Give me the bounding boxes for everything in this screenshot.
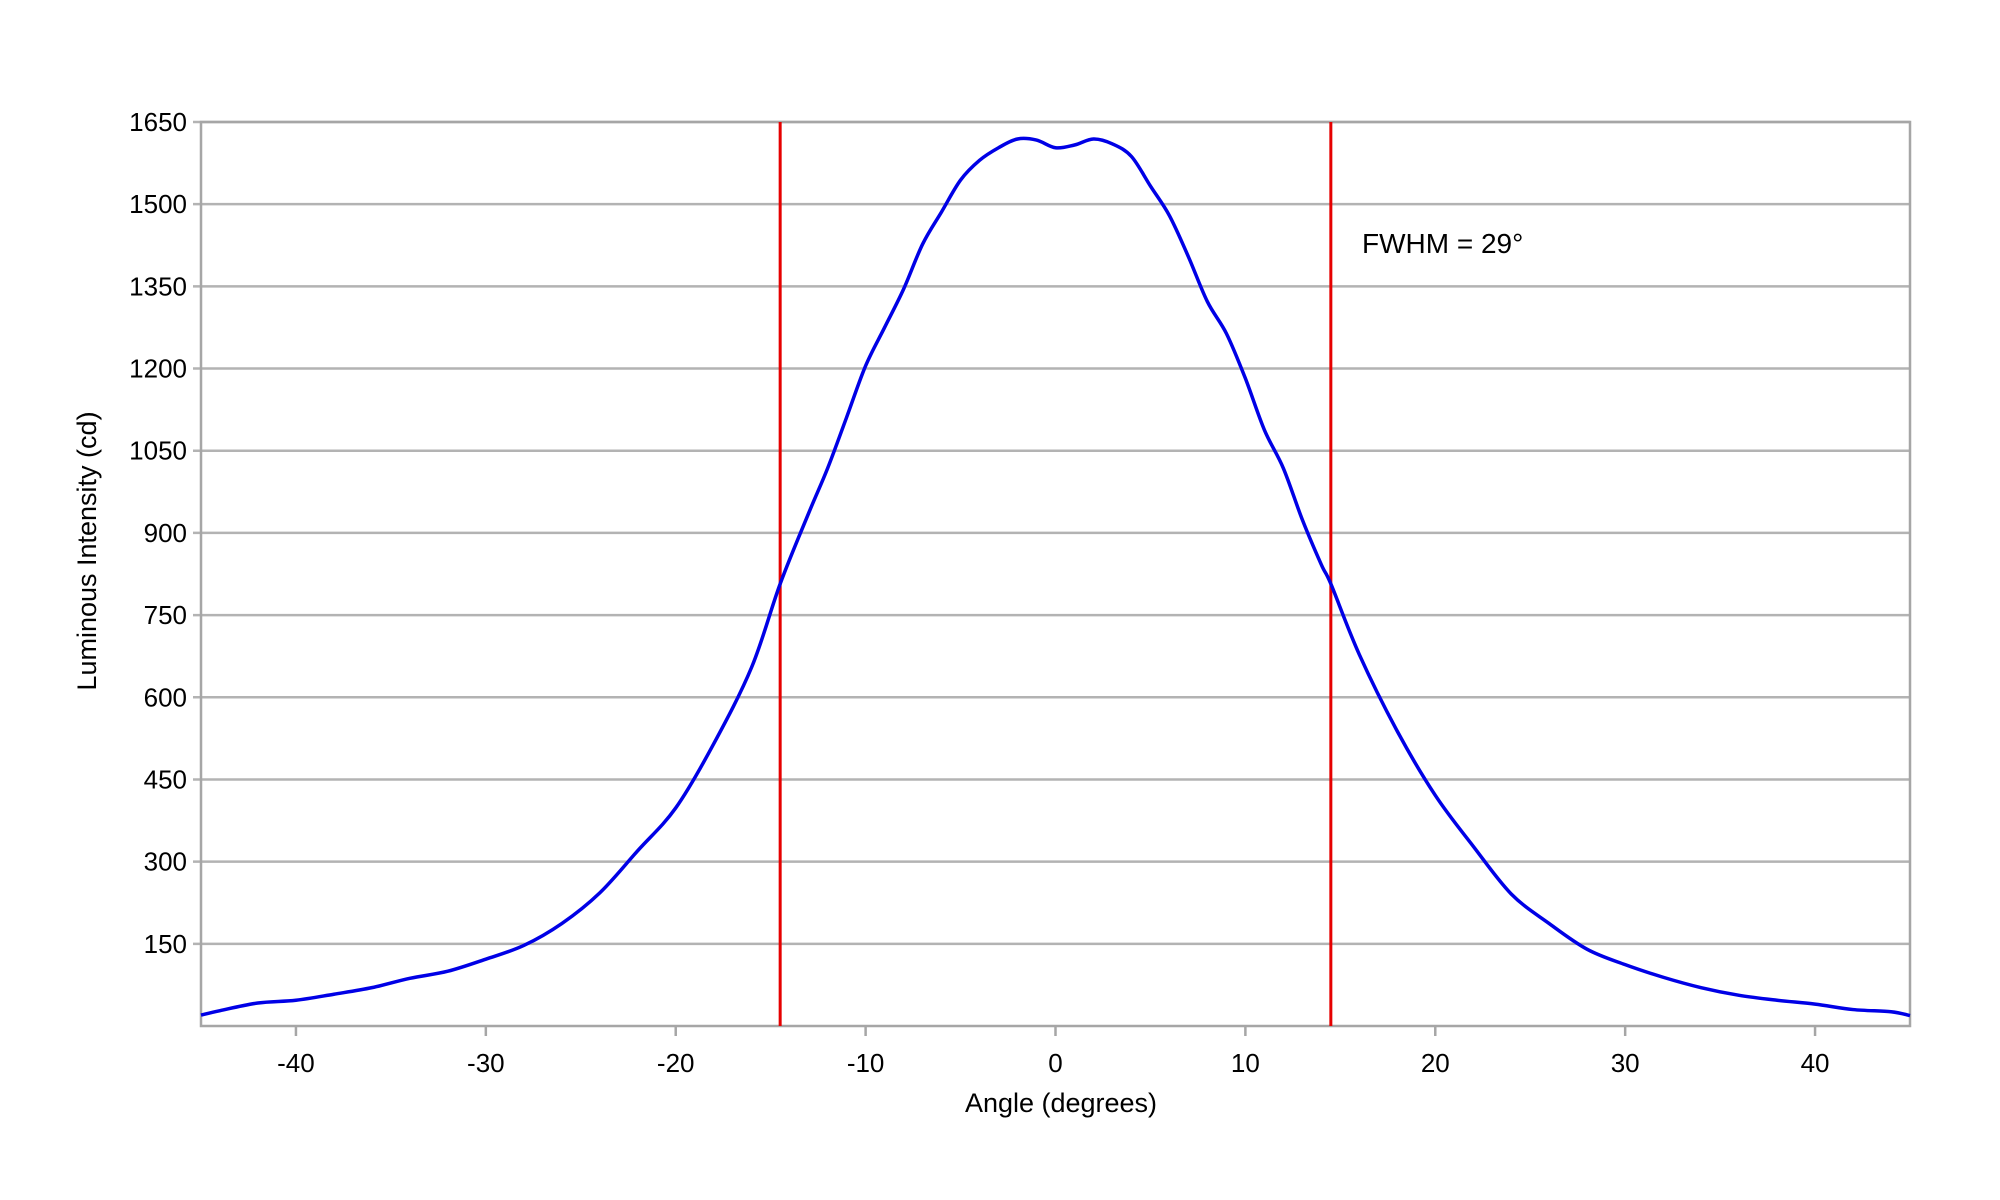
x-axis-ticks: -40 -30 -20 -10 0 10 20 30 40 (277, 1026, 1830, 1078)
y-tick-label: 1500 (129, 189, 187, 219)
intensity-curve (200, 136, 1911, 1018)
y-tick-label: 750 (144, 600, 187, 630)
x-tick-label: -10 (847, 1048, 885, 1078)
y-axis-ticks: 150 300 450 600 750 900 1050 1200 1350 1500 1650 (129, 107, 187, 959)
y-tick-label: 600 (144, 682, 187, 712)
y-tick-label: 150 (144, 929, 187, 959)
x-tick-label: 30 (1611, 1048, 1640, 1078)
x-tick-label: 20 (1421, 1048, 1450, 1078)
x-tick-label: 40 (1801, 1048, 1830, 1078)
x-tick-label: -40 (277, 1048, 315, 1078)
x-tick-label: 0 (1048, 1048, 1062, 1078)
y-tick-label: 1350 (129, 271, 187, 301)
fwhm-annotation: FWHM = 29° (1362, 228, 1523, 259)
y-tick-label: 450 (144, 764, 187, 794)
fwhm-markers (778, 122, 1333, 1026)
x-tick-label: -30 (467, 1048, 505, 1078)
x-axis-label: Angle (degrees) (965, 1088, 1157, 1118)
plot-frame (199, 120, 1912, 1028)
x-tick-label: -20 (657, 1048, 695, 1078)
y-tick-label: 300 (144, 847, 187, 877)
y-tick-label: 900 (144, 518, 187, 548)
gridlines (193, 120, 1910, 946)
x-tick-label: 10 (1231, 1048, 1260, 1078)
y-axis-label: Luminous Intensity (cd) (72, 411, 102, 690)
y-tick-label: 1200 (129, 354, 187, 384)
y-tick-label: 1650 (129, 107, 187, 137)
y-tick-label: 1050 (129, 436, 187, 466)
